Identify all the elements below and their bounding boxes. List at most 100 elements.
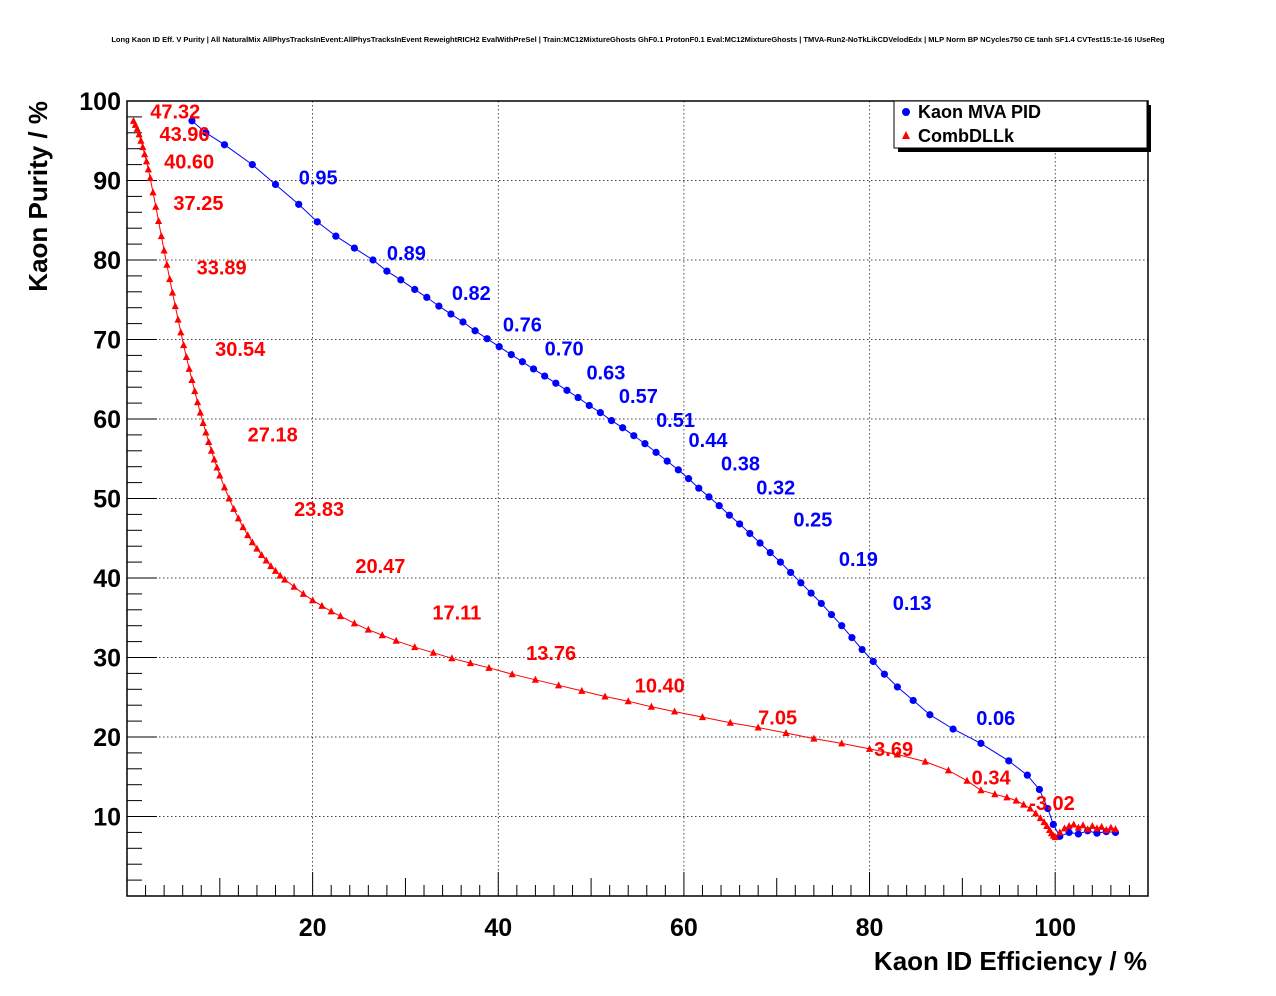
data-point [858, 645, 866, 654]
data-point [309, 596, 317, 604]
data-point [248, 161, 256, 169]
data-point [364, 625, 372, 633]
data-point [160, 246, 168, 254]
data-point [909, 696, 917, 705]
data-point [1060, 824, 1069, 832]
data-label: 0.34 [972, 768, 1012, 790]
data-point [290, 582, 298, 590]
data-point [1005, 757, 1013, 765]
data-point [327, 607, 335, 615]
data-point [139, 143, 147, 151]
data-point [1032, 809, 1040, 817]
data-point [276, 571, 284, 579]
data-point [137, 136, 145, 144]
data-point [926, 711, 934, 719]
data-label: 13.76 [526, 643, 576, 665]
data-point [619, 424, 627, 432]
data-point [663, 457, 671, 465]
data-point [196, 408, 204, 416]
x-tick-label: 20 [299, 914, 327, 942]
data-point [578, 686, 586, 694]
data-point [135, 130, 143, 138]
data-point [225, 494, 233, 502]
x-tick-label: 40 [484, 914, 512, 942]
data-point [248, 538, 256, 546]
data-point [299, 589, 307, 597]
data-point [281, 575, 289, 583]
data-point [1035, 785, 1044, 794]
data-point [350, 244, 359, 252]
data-point [350, 619, 359, 627]
data-point [166, 275, 174, 283]
data-point [177, 328, 185, 336]
data-point [1020, 800, 1028, 808]
data-point [838, 739, 846, 747]
data-point [726, 718, 734, 726]
data-label: -3.02 [1029, 793, 1075, 815]
data-label: 27.18 [248, 424, 298, 446]
x-tick-label: 100 [1034, 914, 1076, 942]
legend-marker-triangle [902, 131, 910, 139]
y-tick-label: 80 [93, 247, 121, 275]
data-point [234, 514, 242, 522]
data-point [531, 675, 539, 683]
data-point [647, 702, 656, 710]
data-point [383, 267, 391, 275]
data-label: 20.47 [355, 556, 405, 578]
data-label: 40.60 [164, 152, 214, 174]
data-point [695, 484, 703, 492]
data-point [754, 723, 762, 731]
data-point [949, 725, 957, 733]
data-point [239, 523, 247, 531]
data-point [865, 744, 874, 752]
data-label: 0.63 [586, 362, 625, 384]
data-point [1012, 796, 1020, 804]
data-point [630, 432, 638, 440]
data-point [827, 610, 836, 619]
data-point [185, 364, 193, 372]
data-point [271, 566, 280, 574]
y-tick-label: 100 [79, 88, 121, 116]
data-point [596, 409, 604, 417]
data-point [411, 643, 419, 651]
data-point [756, 539, 764, 547]
data-point [518, 358, 527, 366]
data-label: 0.57 [619, 386, 658, 408]
data-point [336, 612, 345, 620]
series-kaon-mva-pid [188, 117, 1120, 840]
data-point [230, 504, 238, 512]
data-point [652, 448, 660, 456]
data-point [869, 657, 877, 666]
data-point [216, 471, 224, 479]
data-point [466, 659, 475, 667]
data-point [163, 260, 171, 268]
data-point [641, 440, 649, 448]
data-label: 0.95 [299, 167, 338, 189]
data-label: 47.32 [150, 101, 200, 123]
data-point [205, 438, 213, 446]
data-point [1097, 822, 1106, 830]
data-point [202, 428, 210, 436]
data-point [154, 217, 163, 225]
data-point [776, 558, 785, 566]
y-tick-label: 60 [93, 406, 121, 434]
data-label: 0.76 [503, 315, 542, 337]
data-point [182, 352, 191, 360]
legend-label-mva: Kaon MVA PID [918, 102, 1041, 122]
data-label: 0.06 [976, 708, 1015, 730]
data-point [332, 232, 340, 240]
data-point [991, 790, 999, 798]
data-point [880, 670, 888, 678]
data-label: 23.83 [294, 499, 344, 521]
legend: Kaon MVA PID CombDLLk [893, 100, 1151, 152]
data-point [220, 483, 229, 491]
data-point [378, 631, 386, 639]
data-point [267, 562, 275, 570]
data-point [369, 256, 377, 264]
data-point [817, 599, 825, 608]
data-point [1111, 825, 1120, 833]
chart-title: Long Kaon ID Eff. V Purity | All Natural… [111, 35, 1165, 44]
data-point [149, 188, 157, 196]
